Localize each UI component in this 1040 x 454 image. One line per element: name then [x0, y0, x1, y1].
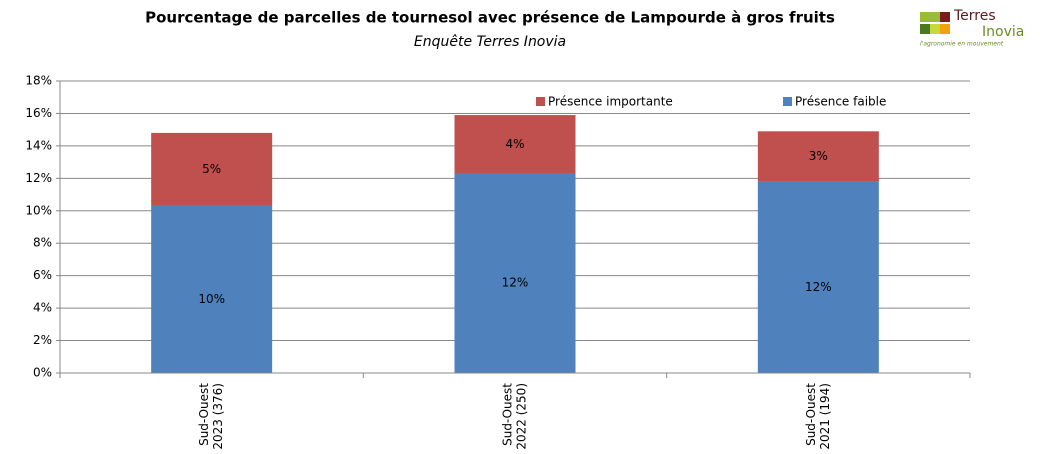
chart-subtitle: Enquête Terres Inovia — [414, 34, 566, 50]
legend-swatch — [783, 97, 792, 106]
y-tick-label: 4% — [33, 301, 52, 315]
logo-block — [930, 24, 940, 34]
legend-swatch — [536, 97, 545, 106]
y-tick-label: 10% — [25, 203, 52, 217]
logo: Terres Inovia l'agronomie en mouvement — [920, 8, 1024, 48]
logo-tagline: l'agronomie en mouvement — [920, 41, 1004, 48]
data-label: 3% — [809, 149, 828, 163]
data-label: 5% — [202, 162, 221, 176]
logo-text: Terres — [953, 8, 996, 24]
data-label: 12% — [502, 276, 529, 290]
x-tick-label: 2022 (250) — [515, 383, 529, 450]
y-tick-label: 8% — [33, 236, 52, 250]
logo-block — [920, 24, 930, 34]
chart-title: Pourcentage de parcelles de tournesol av… — [145, 9, 835, 27]
bar-segment — [151, 205, 273, 373]
bar-segment — [151, 132, 273, 206]
y-tick-label: 0% — [33, 366, 52, 380]
legend-label: Présence faible — [795, 95, 886, 109]
data-label: 10% — [198, 292, 225, 306]
bar-segment — [757, 181, 879, 373]
legend-label: Présence importante — [548, 95, 673, 109]
data-label: 12% — [805, 280, 832, 294]
y-tick-label: 6% — [33, 268, 52, 282]
data-label: 4% — [505, 137, 524, 151]
y-tick-label: 2% — [33, 333, 52, 347]
y-tick-label: 14% — [25, 138, 52, 152]
bar-segment — [757, 131, 879, 182]
logo-block — [920, 12, 940, 22]
logo-block — [940, 24, 950, 34]
y-tick-label: 12% — [25, 171, 52, 185]
x-tick-label: Sud-Ouest — [501, 383, 515, 446]
bar-segment — [454, 115, 576, 174]
logo-block — [940, 12, 950, 22]
x-tick-label: 2023 (376) — [211, 383, 225, 450]
logo-text: Inovia — [982, 24, 1024, 40]
x-tick-label: 2021 (194) — [818, 383, 832, 450]
y-tick-label: 16% — [25, 106, 52, 120]
bar-segment — [454, 173, 576, 373]
y-tick-label: 18% — [25, 74, 52, 88]
x-tick-label: Sud-Ouest — [197, 383, 211, 446]
x-tick-label: Sud-Ouest — [804, 383, 818, 446]
